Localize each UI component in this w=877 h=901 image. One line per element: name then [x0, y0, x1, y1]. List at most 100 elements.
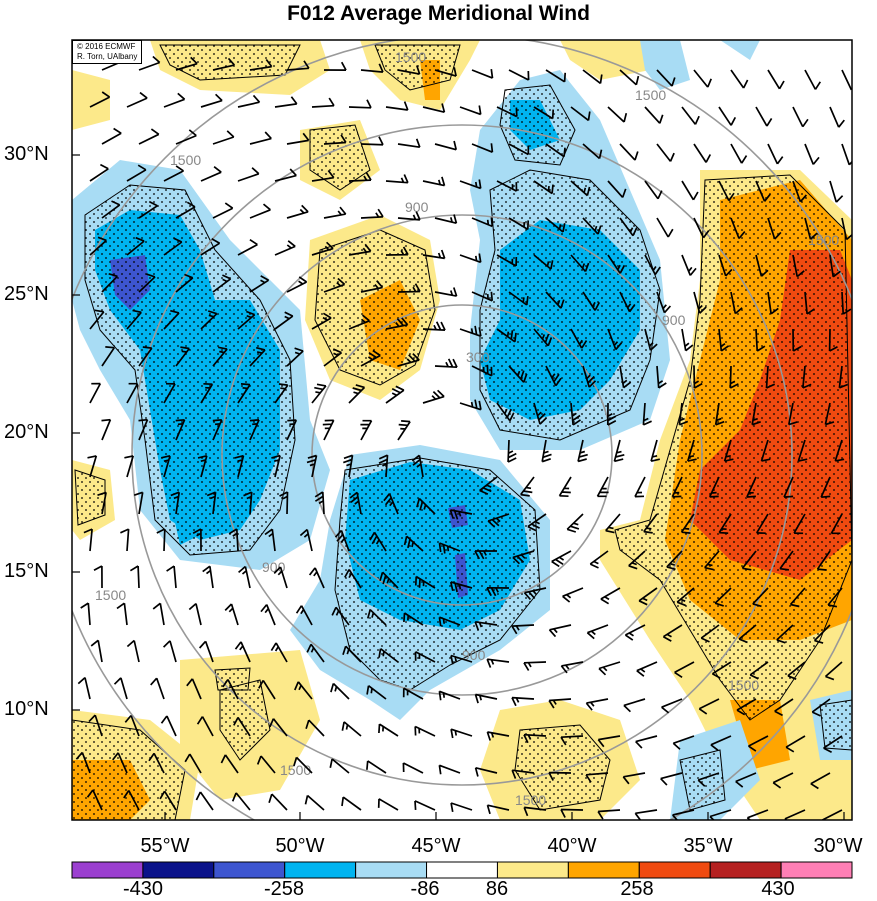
wind-barb-icon	[249, 275, 270, 293]
wind-barb-icon	[820, 476, 831, 499]
wind-barb-icon	[486, 658, 510, 668]
wind-barb-icon	[238, 565, 251, 589]
wind-barb-icon	[605, 513, 621, 534]
wind-barb-icon	[711, 661, 732, 679]
wind-barb-icon	[264, 528, 276, 552]
wind-barb-icon	[623, 698, 646, 713]
wind-barb-icon	[776, 624, 794, 644]
wind-barb-icon	[735, 772, 757, 788]
wind-barb-icon	[256, 755, 276, 774]
colorbar-label: 258	[620, 878, 654, 900]
wind-barb-icon	[202, 565, 214, 589]
wind-barb-icon	[533, 328, 553, 347]
wind-barb-icon	[824, 661, 843, 681]
colorbar-swatch	[496, 861, 569, 879]
wind-barb-icon	[714, 587, 732, 607]
wind-barb-icon	[635, 735, 658, 749]
wind-barb-icon	[693, 143, 712, 163]
wind-barb-icon	[714, 402, 725, 426]
wind-barb-icon	[422, 321, 446, 331]
wind-barb-icon	[449, 581, 473, 593]
wind-barb-icon	[450, 728, 473, 739]
lat-label: 25°N	[4, 283, 49, 305]
wind-barb-icon	[789, 587, 806, 608]
wind-barb-icon	[306, 643, 325, 663]
wind-barb-icon	[87, 455, 98, 478]
wind-barb-icon	[511, 624, 535, 635]
wind-barb-icon	[660, 772, 683, 786]
lon-label: 45°W	[411, 835, 461, 857]
wind-barb-icon	[586, 624, 609, 640]
wind-barb-icon	[671, 476, 683, 498]
wind-barb-icon	[570, 106, 591, 122]
wind-barb-icon	[508, 69, 530, 81]
wind-barb-icon	[237, 94, 261, 108]
wind-barb-icon	[249, 58, 273, 71]
wind-barb-icon	[175, 56, 198, 71]
wind-barb-icon	[787, 402, 798, 426]
wind-barb-icon	[523, 806, 547, 817]
wind-barb-icon	[343, 454, 354, 478]
wind-barb-icon	[341, 721, 362, 737]
wind-barb-icon	[804, 143, 820, 165]
wind-barb-icon	[619, 291, 636, 313]
wind-barb-icon	[643, 513, 658, 534]
wind-barb-icon	[124, 714, 140, 737]
wind-barb-icon	[163, 640, 177, 663]
wind-barb-icon	[841, 69, 852, 91]
wind-barb-icon	[730, 69, 749, 89]
wind-barb-icon	[730, 291, 743, 315]
wind-barb-icon	[274, 168, 297, 182]
wind-barb-icon	[212, 202, 234, 219]
wind-barb-icon	[385, 246, 409, 256]
wind-barb-icon	[403, 612, 424, 626]
wind-barb-icon	[558, 476, 572, 498]
wind-barb-icon	[299, 528, 313, 552]
wind-barb-icon	[304, 794, 325, 811]
wind-barb-icon	[138, 273, 156, 293]
wind-barb-icon	[273, 566, 288, 589]
wind-barb-icon	[636, 661, 658, 677]
ring-labels: 300 900 900 900 900 1500 1500 1500 1500 …	[95, 49, 839, 808]
wind-barb-icon	[566, 513, 584, 533]
wind-barb-icon	[123, 790, 140, 811]
wind-barb-icon	[774, 698, 794, 717]
wind-barb-icon	[681, 106, 700, 125]
wind-barb-icon	[344, 569, 362, 589]
wind-barb-icon	[89, 236, 107, 256]
wind-barb-icon	[89, 91, 111, 108]
wind-barb-icon	[212, 418, 223, 441]
wind-barb-icon	[829, 254, 841, 278]
wind-barb-icon	[582, 365, 597, 388]
wind-barb-icon	[126, 382, 139, 404]
wind-barb-icon	[755, 180, 771, 202]
wind-barb-icon	[188, 602, 202, 626]
wind-barb-icon	[120, 528, 130, 552]
wind-barb-icon	[585, 698, 609, 711]
wind-barb-icon	[828, 328, 838, 352]
wind-barb-icon	[471, 68, 494, 79]
wind-barb-icon	[474, 620, 498, 631]
wind-barb-icon	[471, 217, 494, 228]
wind-barb-icon	[783, 476, 794, 498]
wind-barb-icon	[804, 291, 815, 315]
wind-barb-icon	[693, 69, 712, 88]
wind-barb-icon	[279, 491, 289, 515]
wind-barb-icon	[582, 143, 603, 160]
wind-barb-icon	[200, 310, 218, 330]
wind-barb-icon	[650, 439, 660, 463]
wind-barb-icon	[487, 513, 510, 528]
wind-barb-icon	[170, 491, 181, 515]
wind-barb-icon	[77, 676, 91, 700]
wind-barb-icon	[101, 272, 119, 293]
wind-barb-icon	[175, 129, 197, 145]
wind-barb-icon	[804, 217, 818, 240]
wind-barb-icon	[212, 274, 232, 293]
wind-barb-icon	[607, 328, 623, 351]
wind-barb-icon	[414, 575, 436, 589]
wind-barb-icon	[792, 180, 808, 203]
wind-barb-icon	[160, 715, 177, 737]
wind-barb-icon	[274, 240, 296, 256]
wind-barb-icon	[397, 283, 421, 293]
ring-label-300: 300	[466, 349, 490, 365]
